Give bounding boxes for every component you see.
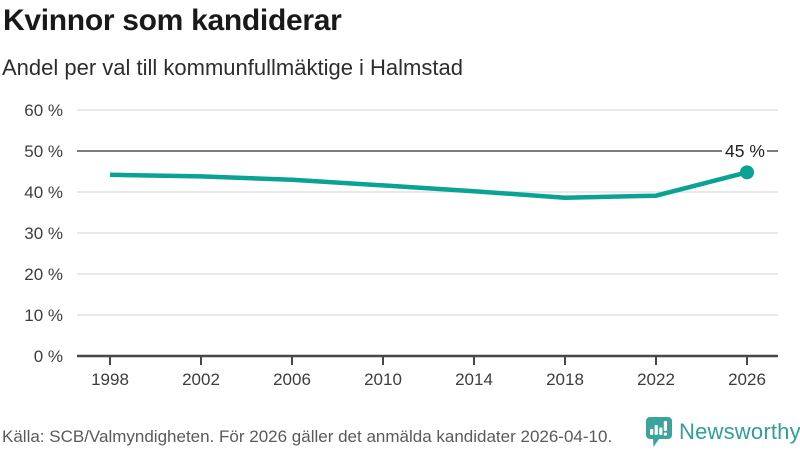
x-axis-label-2014: 2014	[455, 370, 493, 389]
y-axis-label-60: 60 %	[24, 101, 63, 120]
newsworthy-wordmark: Newsworthy	[679, 419, 800, 444]
y-axis-label-0: 0 %	[34, 347, 63, 366]
end-value-label: 45 %	[725, 141, 765, 161]
x-axis-label-2002: 2002	[182, 370, 220, 389]
y-axis-label-20: 20 %	[24, 265, 63, 284]
speech-bubble-shape	[646, 417, 672, 447]
end-value-label-bg	[722, 141, 767, 160]
y-axis-label-40: 40 %	[24, 183, 63, 202]
end-point-marker	[740, 165, 754, 180]
x-axis-label-2010: 2010	[364, 370, 402, 389]
x-axis-label-1998: 1998	[91, 370, 129, 389]
newsworthy-logo[interactable]: Newsworthy	[645, 416, 800, 448]
newsworthy-icon	[646, 417, 672, 447]
bar-chart-glyph	[650, 421, 667, 436]
chart-subtitle: Andel per val till kommunfullmäktige i H…	[2, 55, 463, 80]
page-title: Kvinnor som kandiderar	[3, 4, 342, 37]
source-note: Källa: SCB/Valmyndigheten. För 2026 gäll…	[2, 427, 613, 446]
data-line	[109, 170, 748, 200]
x-axis-label-2006: 2006	[273, 370, 311, 389]
x-axis-label-2018: 2018	[546, 370, 584, 389]
y-axis-label-50: 50 %	[24, 142, 63, 161]
y-axis-label-10: 10 %	[24, 306, 63, 325]
x-axis-label-2022: 2022	[637, 370, 675, 389]
x-axis-label-2026: 2026	[728, 370, 766, 389]
y-axis-label-30: 30 %	[24, 224, 63, 243]
